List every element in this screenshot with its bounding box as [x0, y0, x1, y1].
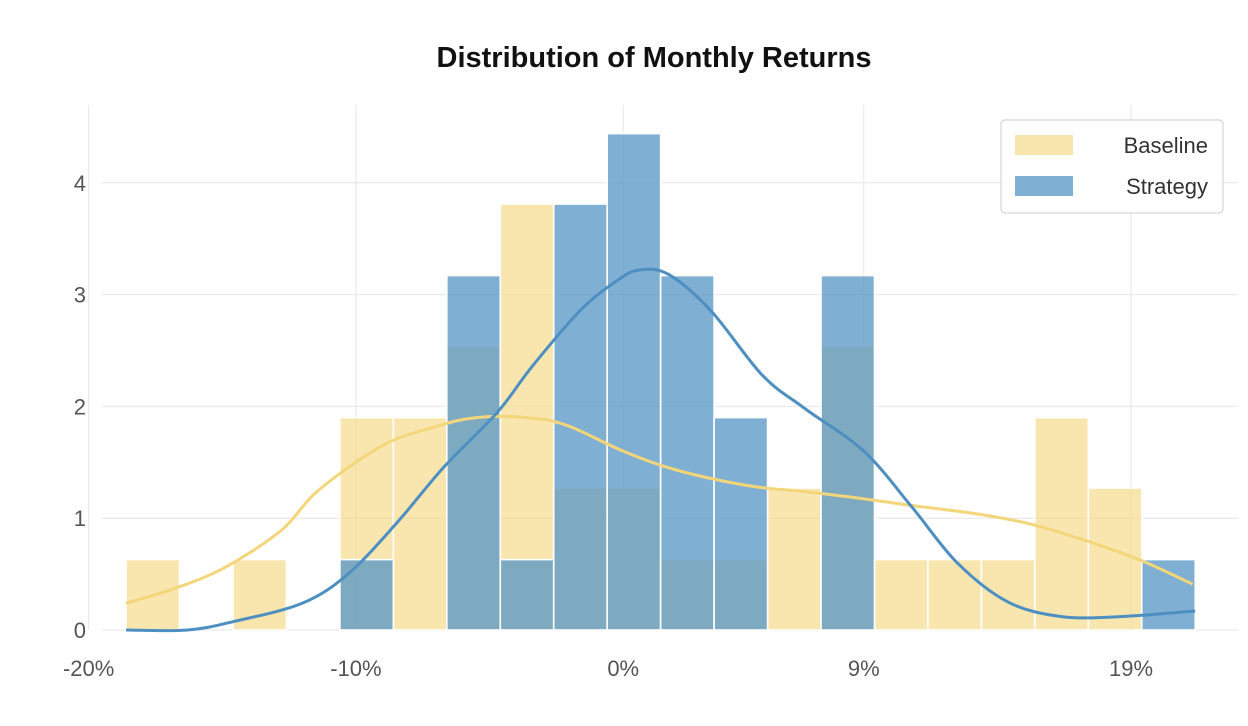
strategy-bar [499, 558, 555, 631]
x-tick-label: 9% [848, 656, 880, 681]
strategy-bar [446, 274, 502, 631]
legend-label: Strategy [1126, 174, 1208, 199]
strategy-kde-line [126, 267, 1196, 633]
y-tick-label: 2 [74, 394, 86, 419]
y-tick-label: 0 [74, 618, 86, 643]
x-tick-label: 19% [1109, 656, 1153, 681]
legend-swatch [1015, 176, 1073, 196]
baseline-bar [1034, 416, 1090, 631]
baseline-bar [1087, 487, 1143, 631]
legend-label: Baseline [1124, 133, 1208, 158]
x-tick-label: -10% [330, 656, 381, 681]
baseline-bar [766, 487, 822, 631]
legend: Baseline Strategy [1000, 119, 1224, 214]
x-tick-label: 0% [607, 656, 639, 681]
strategy-bar [552, 203, 608, 631]
y-tick-label: 4 [74, 171, 86, 196]
strategy-bar [1140, 558, 1197, 631]
baseline-bar [980, 558, 1036, 631]
legend-swatch [1015, 135, 1073, 155]
y-tick-label: 1 [74, 506, 86, 531]
baseline-bar [927, 558, 983, 631]
y-tick-label: 3 [74, 283, 86, 308]
x-tick-label: -20% [63, 656, 114, 681]
baseline-bar [392, 416, 448, 631]
axis-tick-labels: -20% -10% 0% 9% 19% 0 1 2 3 4 [63, 171, 1153, 681]
baseline-bar [873, 558, 929, 631]
baseline-kde-line [125, 415, 1194, 605]
strategy-bar [713, 416, 769, 631]
strategy-bar [659, 274, 715, 631]
kde-curves [125, 267, 1196, 633]
strategy-bar [339, 558, 395, 631]
strategy-bar [606, 132, 662, 631]
chart-title: Distribution of Monthly Returns [436, 42, 872, 74]
